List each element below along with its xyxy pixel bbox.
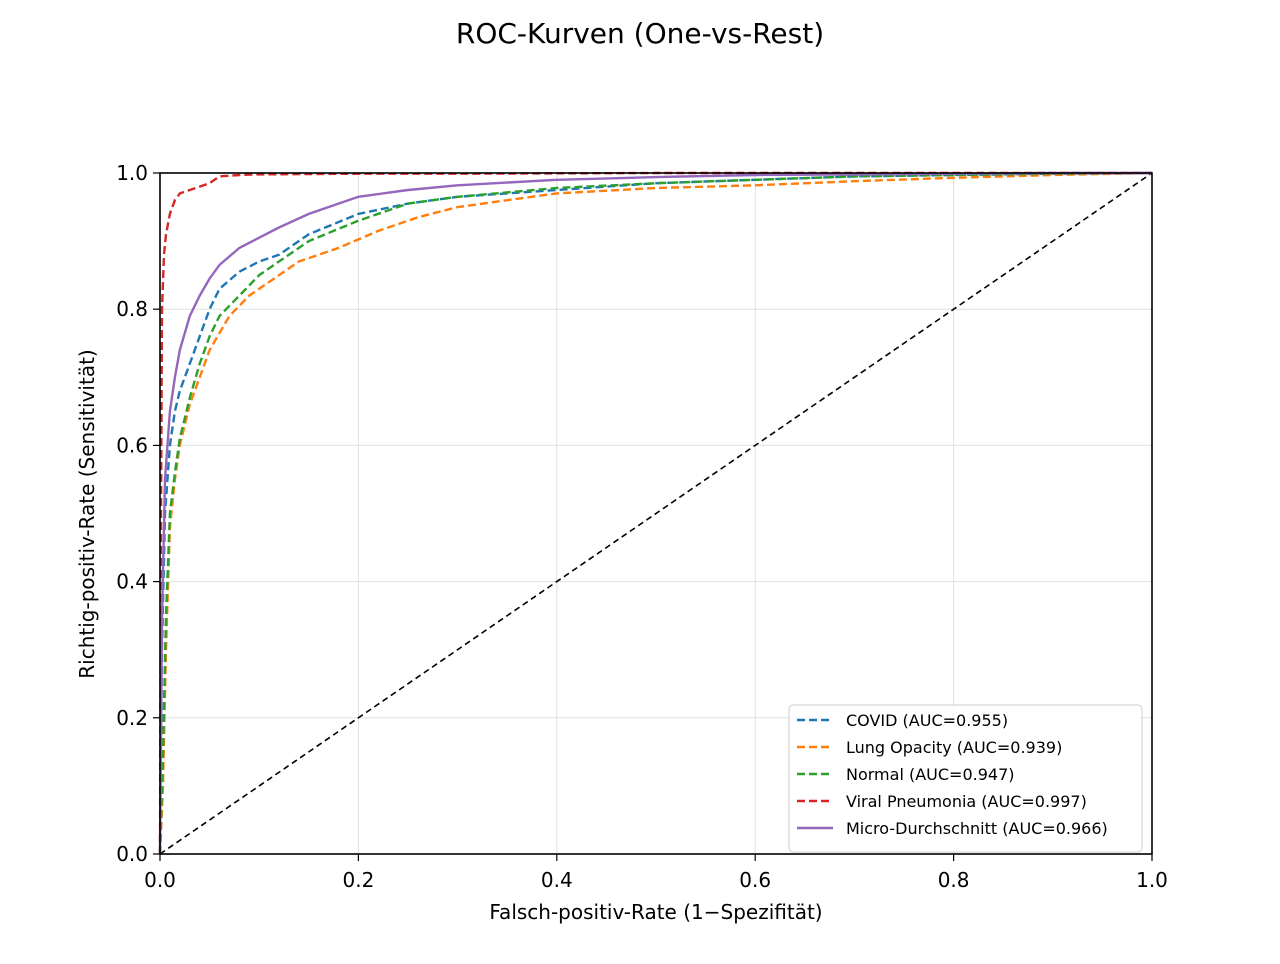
- x-axis-label: Falsch-positiv-Rate (1−Spezifität): [489, 900, 822, 924]
- y-tick-label: 0.0: [116, 842, 148, 866]
- legend-label: Lung Opacity (AUC=0.939): [846, 738, 1062, 757]
- legend: COVID (AUC=0.955) Lung Opacity (AUC=0.939…: [788, 704, 1143, 853]
- x-tick-label: 0.8: [938, 868, 970, 892]
- y-tick-label: 1.0: [116, 161, 148, 185]
- grid: [159, 172, 1153, 855]
- x-tick-label: 0.4: [541, 868, 573, 892]
- x-tick-label: 0.2: [342, 868, 374, 892]
- diagonal-reference: [159, 172, 1153, 855]
- y-tick-label: 0.4: [116, 570, 148, 594]
- x-tick-label: 0.0: [144, 868, 176, 892]
- x-tick-label: 1.0: [1136, 868, 1168, 892]
- series-line-4: [158, 171, 1152, 855]
- diagonal-line: [159, 172, 1153, 855]
- series-lines: [158, 171, 1153, 855]
- y-axis-label: Richtig-positiv-Rate (Sensitivität): [75, 349, 99, 678]
- y-tick-label: 0.2: [116, 706, 148, 730]
- chart-title: ROC-Kurven (One-vs-Rest): [456, 17, 824, 50]
- series-line-3: [158, 171, 1152, 855]
- series-line-2: [158, 171, 1153, 855]
- legend-label: COVID (AUC=0.955): [846, 711, 1008, 730]
- legend-box: [788, 704, 1143, 853]
- x-tick-label: 0.6: [739, 868, 771, 892]
- y-tick-label: 0.6: [116, 433, 148, 457]
- legend-label: Micro-Durchschnitt (AUC=0.966): [846, 819, 1108, 838]
- y-tick-label: 0.8: [116, 297, 148, 321]
- axis-ticks: 0.0 0.2 0.4 0.6 0.8 1.0 0.0 0.2 0.4 0.6 0.8 1.0: [116, 161, 1168, 892]
- plot-frame: [159, 172, 1153, 855]
- series-line-0: [158, 171, 1153, 855]
- legend-label: Viral Pneumonia (AUC=0.997): [846, 792, 1087, 811]
- legend-label: Normal (AUC=0.947): [846, 765, 1015, 784]
